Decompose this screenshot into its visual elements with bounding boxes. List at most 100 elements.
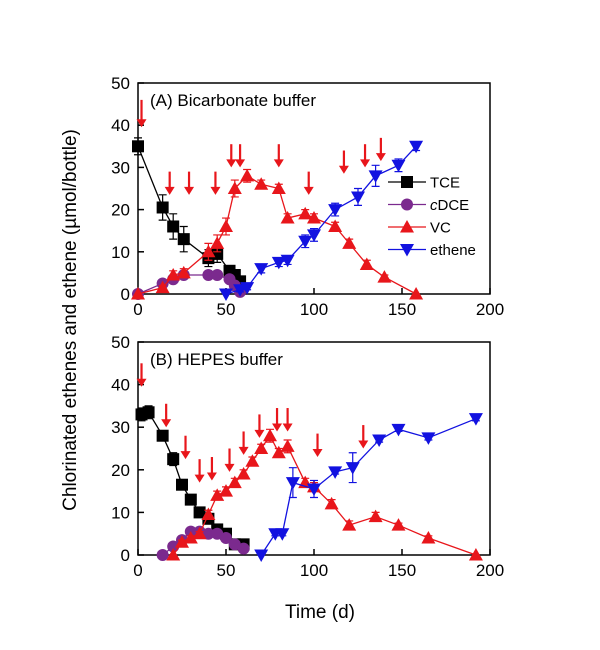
data-point-ethene — [240, 282, 255, 295]
data-point-cDCE — [202, 527, 215, 540]
data-point-VC — [368, 509, 383, 523]
data-point-ethene — [254, 263, 269, 276]
data-point-VC — [307, 211, 321, 224]
data-point-ethene — [254, 549, 269, 562]
panel-b-y-tick-label: 40 — [111, 376, 130, 395]
panel-b-frame — [137, 341, 491, 556]
data-point-ethene — [275, 528, 290, 541]
panel-b-amendment-arrow — [180, 435, 191, 460]
panel-b-series-VC — [166, 428, 483, 561]
legend: TCE cDCE VC ethene — [388, 175, 476, 259]
panel-b-x-tick-label: 200 — [476, 561, 504, 580]
panel-a-y-tick-label: 30 — [111, 158, 130, 177]
panel-b-y-tick-label: 10 — [111, 503, 130, 522]
data-point-VC — [219, 219, 233, 232]
data-point-ethene — [345, 462, 360, 475]
data-point-ethene — [421, 432, 436, 445]
data-point-VC — [409, 287, 424, 300]
data-point-VC — [263, 428, 277, 442]
panel-a-amendment-arrow — [210, 171, 221, 195]
data-point-VC — [166, 548, 181, 561]
panel-b-amendment-arrow — [136, 363, 147, 387]
data-point-ethene — [328, 204, 343, 217]
data-point-ethene — [409, 140, 424, 154]
x-axis-title: Time (d) — [285, 602, 355, 623]
data-point-cDCE — [156, 549, 169, 561]
panel-a-amendment-arrow — [338, 150, 349, 174]
data-point-ethene — [391, 423, 406, 437]
panel-b-title: (B) HEPES buffer — [150, 350, 283, 369]
data-point-VC — [201, 244, 216, 258]
data-point-VC — [271, 445, 286, 459]
data-point-TCE — [176, 478, 188, 491]
panel-a-x-tick-label: 150 — [388, 300, 416, 319]
legend-label-cDCE: cDCE — [430, 197, 469, 214]
series-line-VC — [172, 434, 477, 556]
panel-b-amendment-arrow — [224, 448, 235, 472]
data-point-TCE — [177, 233, 190, 246]
panel-a-amendment-arrow — [136, 99, 147, 128]
legend-marker-ethene — [400, 244, 414, 257]
panel-a-x-tick-label: 200 — [476, 300, 504, 319]
data-point-VC — [271, 181, 286, 194]
y-axis-title: Chlorinated ethenes and ethene (µmol/bot… — [60, 129, 81, 511]
panel-b-y-tick-label: 0 — [121, 546, 130, 565]
data-point-TCE — [132, 140, 144, 153]
panel-a-x-tick-label: 0 — [133, 300, 142, 319]
data-point-VC — [131, 287, 145, 300]
data-point-VC — [192, 526, 207, 540]
panel-a-series-VC — [131, 168, 424, 300]
panel-a-y-tick-label: 0 — [121, 285, 130, 304]
legend-entry-cDCE: cDCE — [388, 197, 469, 214]
data-point-ethene — [271, 256, 286, 270]
data-point-VC — [298, 206, 313, 220]
panel-b-amendment-arrow — [194, 459, 205, 483]
data-point-TCE — [142, 406, 155, 419]
panel-b-series-ethene — [254, 413, 483, 562]
data-point-cDCE — [237, 542, 250, 555]
data-point-ethene — [368, 170, 383, 183]
panel-b-amendment-arrow — [206, 457, 217, 481]
panel-a-amendment-arrow — [226, 144, 237, 168]
data-point-ethene — [351, 191, 365, 204]
data-point-VC — [183, 530, 198, 544]
data-point-VC — [155, 280, 170, 294]
data-point-VC — [468, 548, 483, 561]
series-line-ethene — [225, 145, 417, 295]
data-point-VC — [377, 270, 392, 283]
panel-a-amendment-arrow — [184, 171, 195, 195]
data-point-ethene — [280, 254, 295, 268]
data-point-VC — [219, 484, 233, 497]
panel-a-series-ethene — [219, 140, 424, 301]
panel-b-series-cDCE — [156, 525, 250, 561]
legend-marker-TCE — [401, 176, 413, 188]
data-point-VC — [227, 475, 242, 489]
data-point-ethene — [219, 288, 233, 301]
data-point-VC — [254, 177, 269, 190]
panel-b-x-tick-label: 0 — [133, 561, 142, 580]
panel-a-bicarbonate: 0 50 100 150 200 0 10 20 30 40 50 (A) Bicarbonate b… — [111, 74, 504, 319]
data-point-VC — [240, 168, 255, 182]
data-point-ethene — [307, 483, 321, 496]
data-point-TCE — [167, 453, 180, 466]
data-point-VC — [254, 441, 269, 454]
data-point-VC — [210, 488, 225, 501]
panel-a-title: (A) Bicarbonate buffer — [150, 91, 316, 110]
panel-a-amendment-arrow — [273, 144, 284, 168]
data-point-VC — [391, 518, 406, 531]
panel-a-x-tick-label: 50 — [217, 300, 236, 319]
data-point-ethene — [468, 413, 483, 426]
data-point-VC — [421, 530, 436, 544]
data-point-ethene — [391, 159, 406, 173]
legend-label-VC: VC — [430, 220, 451, 237]
panel-b-x-tick-label: 50 — [217, 561, 236, 580]
panel-b-amendment-arrow — [161, 403, 172, 428]
panel-a-y-tick-label: 40 — [111, 116, 130, 135]
legend-marker-VC — [400, 220, 414, 233]
panel-b-y-tick-label: 20 — [111, 461, 130, 480]
data-point-ethene — [372, 434, 387, 447]
data-point-VC — [176, 265, 191, 279]
legend-label-TCE: TCE — [430, 175, 460, 192]
panel-a-y-tick-label: 20 — [111, 201, 130, 220]
